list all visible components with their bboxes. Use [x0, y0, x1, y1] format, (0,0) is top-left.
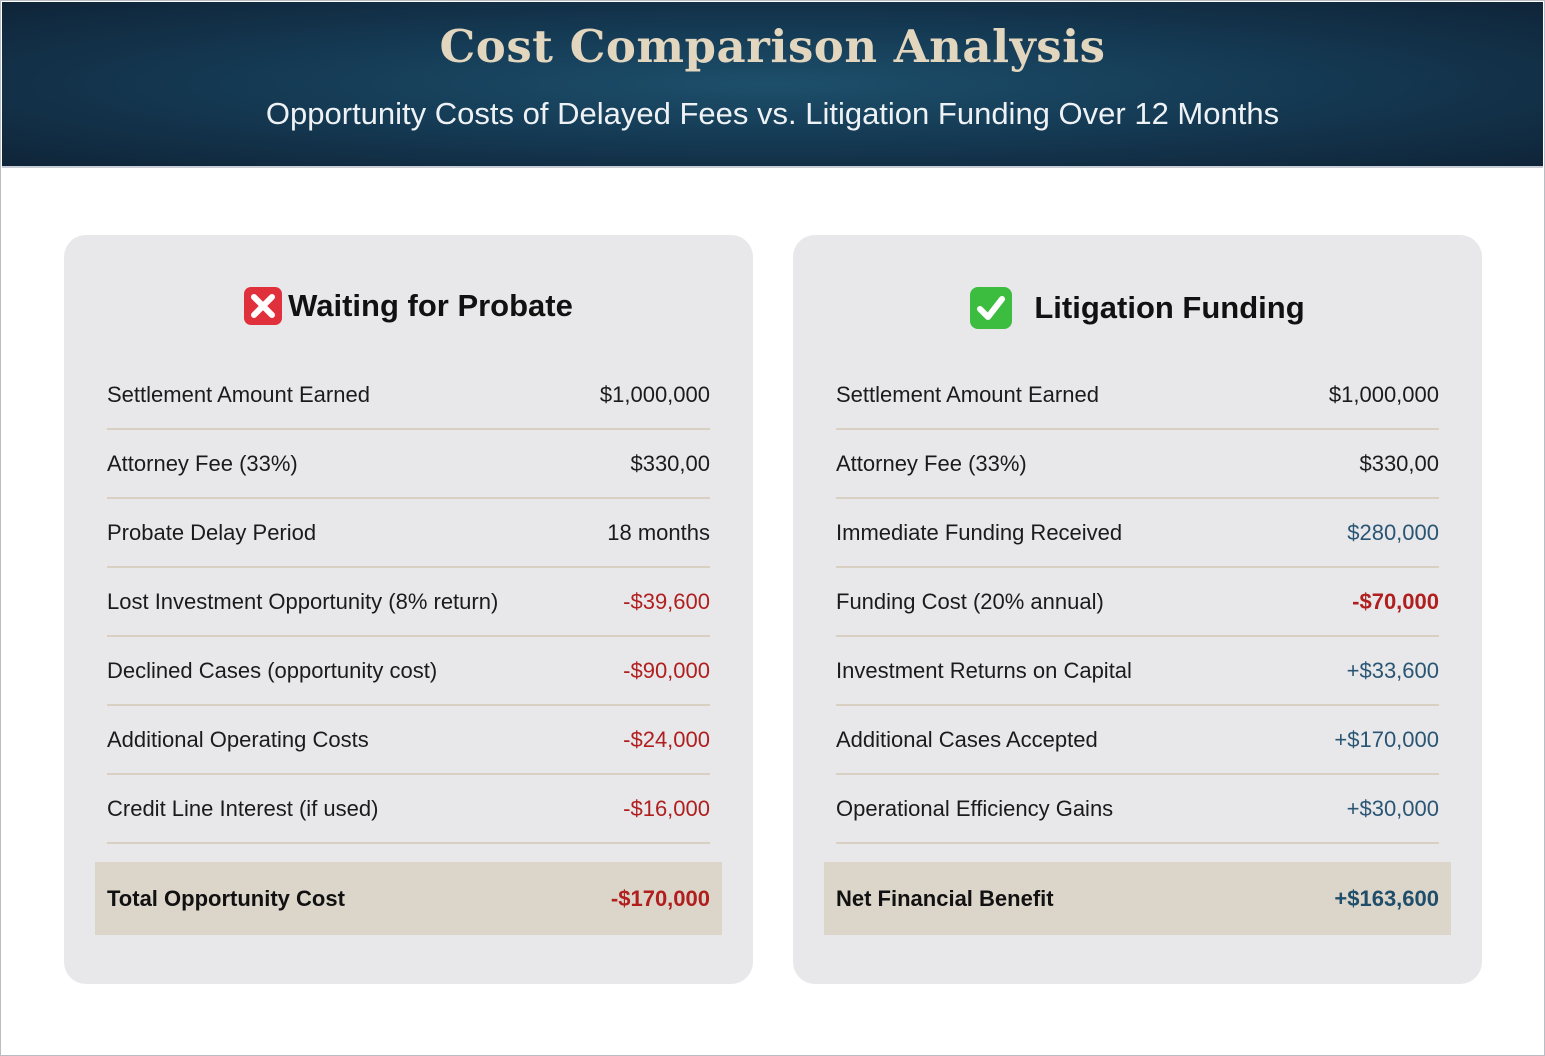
total-opportunity-cost-row: Total Opportunity Cost -$170,000	[95, 862, 722, 935]
row-value: +$30,000	[1346, 795, 1439, 821]
row-value: +$170,000	[1334, 726, 1439, 752]
row-value: $330,00	[630, 450, 710, 476]
row-label: Settlement Amount Earned	[107, 381, 370, 407]
row-value: -$24,000	[623, 726, 710, 752]
row-label: Credit Line Interest (if used)	[107, 795, 379, 821]
row-label: Declined Cases (opportunity cost)	[107, 657, 438, 683]
row-value: $280,000	[1347, 519, 1439, 545]
row-value: 18 months	[607, 519, 710, 545]
row-value: -$90,000	[623, 657, 710, 683]
row-label: Probate Delay Period	[107, 519, 317, 545]
funding-card-header: Litigation Funding	[793, 287, 1482, 329]
total-value: -$170,000	[610, 885, 710, 911]
list-item: Investment Returns on Capital +$33,600	[836, 637, 1439, 706]
page-subtitle: Opportunity Costs of Delayed Fees vs. Li…	[265, 96, 1280, 131]
page-title: Cost Comparison Analysis	[439, 20, 1106, 73]
list-item: Lost Investment Opportunity (8% return) …	[107, 568, 710, 637]
row-label: Additional Cases Accepted	[836, 726, 1098, 752]
row-label: Lost Investment Opportunity (8% return)	[107, 588, 499, 614]
green-check-icon	[970, 287, 1013, 329]
net-financial-benefit-row: Net Financial Benefit +$163,600	[824, 862, 1451, 935]
probate-rows: Settlement Amount Earned $1,000,000 Atto…	[107, 361, 710, 844]
list-item: Funding Cost (20% annual) -$70,000	[836, 568, 1439, 637]
row-value: -$16,000	[623, 795, 710, 821]
list-item: Attorney Fee (33%) $330,00	[107, 430, 710, 499]
row-value: $1,000,000	[599, 381, 710, 407]
funding-card: Litigation Funding Settlement Amount Ear…	[793, 235, 1482, 984]
total-label: Net Financial Benefit	[836, 885, 1054, 911]
list-item: Additional Cases Accepted +$170,000	[836, 706, 1439, 775]
row-value: +$33,600	[1346, 657, 1439, 683]
row-value: $330,00	[1359, 450, 1439, 476]
row-value: -$39,600	[623, 588, 710, 614]
funding-card-title: Litigation Funding	[1034, 290, 1305, 325]
funding-rows: Settlement Amount Earned $1,000,000 Atto…	[836, 361, 1439, 844]
list-item: Additional Operating Costs -$24,000	[107, 706, 710, 775]
total-value: +$163,600	[1334, 885, 1439, 911]
header-banner: Cost Comparison Analysis Opportunity Cos…	[2, 2, 1543, 168]
total-label: Total Opportunity Cost	[107, 885, 345, 911]
probate-card: Waiting for Probate Settlement Amount Ea…	[64, 235, 753, 984]
row-label: Settlement Amount Earned	[836, 381, 1099, 407]
list-item: Settlement Amount Earned $1,000,000	[107, 361, 710, 430]
probate-card-title: Waiting for Probate	[288, 288, 573, 323]
row-label: Attorney Fee (33%)	[836, 450, 1027, 476]
list-item: Probate Delay Period 18 months	[107, 499, 710, 568]
row-label: Operational Efficiency Gains	[836, 795, 1114, 821]
row-label: Additional Operating Costs	[107, 726, 369, 752]
list-item: Settlement Amount Earned $1,000,000	[836, 361, 1439, 430]
list-item: Declined Cases (opportunity cost) -$90,0…	[107, 637, 710, 706]
list-item: Credit Line Interest (if used) -$16,000	[107, 775, 710, 844]
list-item: Attorney Fee (33%) $330,00	[836, 430, 1439, 499]
probate-card-header: Waiting for Probate	[64, 287, 753, 325]
row-label: Funding Cost (20% annual)	[836, 588, 1104, 614]
row-label: Immediate Funding Received	[836, 519, 1123, 545]
list-item: Immediate Funding Received $280,000	[836, 499, 1439, 568]
red-x-icon	[244, 287, 283, 325]
row-value: -$70,000	[1352, 588, 1439, 614]
row-label: Attorney Fee (33%)	[107, 450, 298, 476]
row-value: $1,000,000	[1328, 381, 1439, 407]
row-label: Investment Returns on Capital	[836, 657, 1132, 683]
list-item: Operational Efficiency Gains +$30,000	[836, 775, 1439, 844]
